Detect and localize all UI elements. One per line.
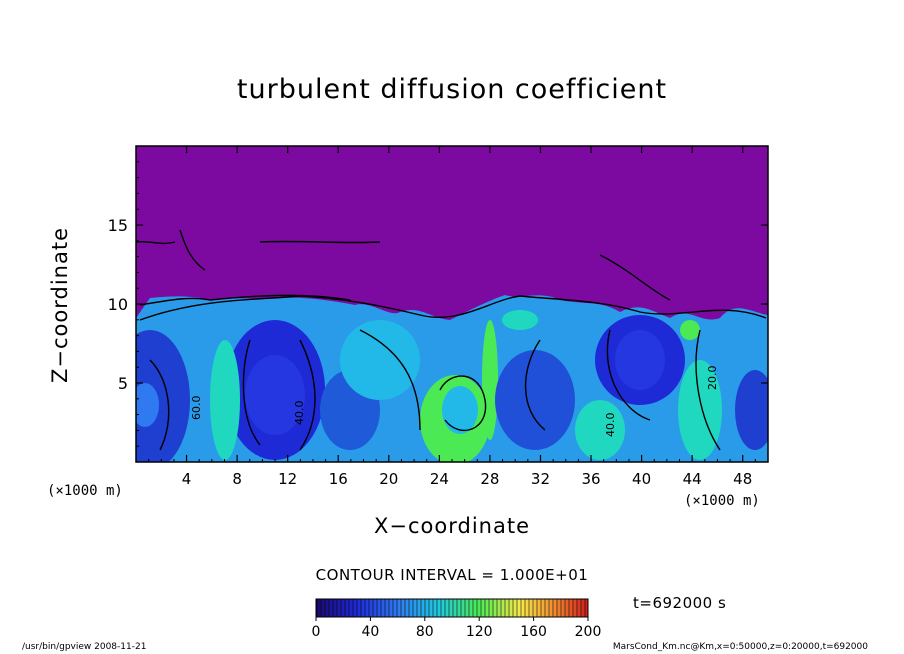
colorbar-tick-label: 40	[361, 624, 379, 640]
colorbar-tick-label: 0	[312, 624, 321, 640]
colorbar-tick-label: 120	[466, 624, 493, 640]
time-label: t=692000 s	[633, 594, 727, 612]
footer-right: MarsCond_Km.nc@Km,x=0:50000,z=0:20000,t=…	[612, 642, 868, 652]
colorbar-frame	[315, 598, 589, 618]
contour-interval: CONTOUR INTERVAL = 1.000E+01	[315, 566, 589, 584]
colorbar-tick-label: 80	[416, 624, 434, 640]
heatmap-field: 60.0 40.0 40.0 20.0	[136, 146, 768, 462]
x-tick-label: 44	[683, 470, 702, 488]
y-axis-label: Z−coordinate	[48, 227, 72, 383]
x-unit-left: (×1000 m)	[47, 483, 123, 499]
colorbar-tick-label: 160	[520, 624, 547, 640]
x-tick-label: 4	[182, 470, 192, 488]
x-tick-label: 40	[632, 470, 651, 488]
colorbar-tick-label: 200	[575, 624, 602, 640]
y-tick-label: 10	[108, 295, 128, 314]
y-tick-label: 15	[108, 216, 128, 235]
svg-text:60.0: 60.0	[190, 396, 203, 421]
x-tick-label: 24	[430, 470, 449, 488]
colorbar-axis: 0 40 80 120 160 200	[312, 617, 602, 640]
x-tick-label: 28	[480, 470, 499, 488]
x-tick-label: 32	[531, 470, 550, 488]
footer-left: /usr/bin/gpview 2008-11-21	[22, 642, 147, 652]
x-axis: 4 8 12 16 20 24 28 32 36 40 44 48	[148, 146, 756, 488]
y-tick-label: 5	[118, 374, 128, 393]
x-tick-label: 36	[581, 470, 600, 488]
colorbar-contour-lines	[316, 599, 588, 617]
x-tick-label: 20	[379, 470, 398, 488]
x-tick-label: 48	[733, 470, 752, 488]
x-tick-label: 8	[232, 470, 242, 488]
svg-text:20.0: 20.0	[706, 366, 719, 391]
chart-title: turbulent diffusion coefficient	[236, 74, 668, 105]
x-tick-label: 12	[278, 470, 297, 488]
y-axis: 5 10 15	[108, 161, 768, 447]
x-tick-label: 16	[329, 470, 348, 488]
x-unit-right: (×1000 m)	[684, 493, 760, 509]
svg-text:40.0: 40.0	[604, 413, 617, 438]
x-axis-label: X−coordinate	[374, 514, 530, 538]
svg-text:40.0: 40.0	[293, 401, 306, 426]
